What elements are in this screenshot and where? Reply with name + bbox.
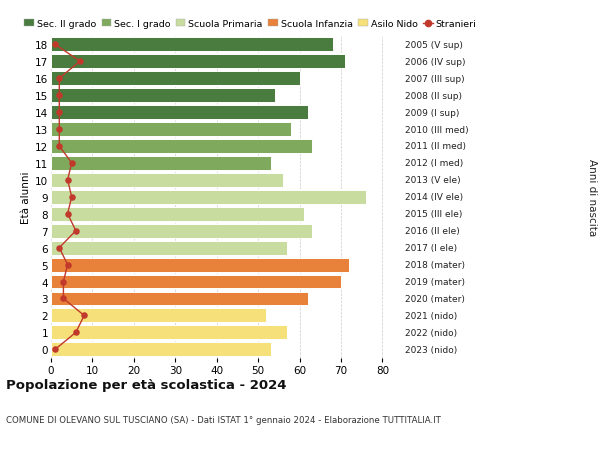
Bar (51, 123, 291, 137)
Point (50, 346, 60, 353)
Text: 2009 (I sup): 2009 (I sup) (405, 108, 460, 118)
Bar (51, 207, 304, 221)
Point (55, 92, 64, 100)
Text: 2011 (II med): 2011 (II med) (405, 142, 466, 151)
Bar (51, 89, 275, 103)
Point (71, 228, 80, 235)
Bar (51, 342, 271, 357)
Text: 2018 (mater): 2018 (mater) (405, 261, 465, 269)
Point (55, 109, 64, 117)
Point (67, 194, 77, 201)
Text: 2022 (nido): 2022 (nido) (405, 328, 457, 337)
Point (55, 143, 64, 150)
Bar (51, 292, 308, 306)
Point (55, 126, 64, 134)
Text: 2013 (V ele): 2013 (V ele) (405, 176, 461, 185)
Text: Anni di nascita: Anni di nascita (587, 159, 597, 236)
Bar (51, 157, 271, 170)
Point (79, 312, 89, 319)
Text: COMUNE DI OLEVANO SUL TUSCIANO (SA) - Dati ISTAT 1° gennaio 2024 - Elaborazione : COMUNE DI OLEVANO SUL TUSCIANO (SA) - Da… (6, 415, 441, 425)
Point (50, 41, 60, 49)
Bar (51, 140, 312, 154)
Text: 2015 (III ele): 2015 (III ele) (405, 210, 463, 219)
Text: 2010 (III med): 2010 (III med) (405, 125, 469, 134)
Y-axis label: Età alunni: Età alunni (21, 171, 31, 224)
Text: 2017 (I ele): 2017 (I ele) (405, 244, 457, 252)
Text: 2023 (nido): 2023 (nido) (405, 345, 457, 354)
Text: 2014 (IV ele): 2014 (IV ele) (405, 193, 463, 202)
Bar (51, 241, 287, 255)
Point (63, 177, 73, 184)
Text: 2020 (mater): 2020 (mater) (405, 294, 465, 303)
Point (59, 278, 68, 285)
Bar (51, 258, 349, 272)
Bar (51, 190, 366, 204)
Point (71, 329, 80, 336)
Text: 2007 (III sup): 2007 (III sup) (405, 74, 464, 84)
Bar (51, 106, 308, 120)
Point (59, 295, 68, 302)
Bar (51, 275, 341, 289)
Text: 2005 (V sup): 2005 (V sup) (405, 41, 463, 50)
Point (63, 261, 73, 269)
Bar (51, 38, 333, 52)
Point (63, 211, 73, 218)
Point (67, 160, 77, 167)
Text: 2019 (mater): 2019 (mater) (405, 277, 465, 286)
Bar (51, 224, 312, 238)
Bar (51, 309, 266, 323)
Text: 2012 (I med): 2012 (I med) (405, 159, 463, 168)
Text: Popolazione per età scolastica - 2024: Popolazione per età scolastica - 2024 (6, 379, 287, 392)
Bar (51, 326, 287, 340)
Point (55, 245, 64, 252)
Text: 2008 (II sup): 2008 (II sup) (405, 91, 462, 101)
Text: 2016 (II ele): 2016 (II ele) (405, 227, 460, 235)
Bar (51, 72, 299, 86)
Legend: Sec. II grado, Sec. I grado, Scuola Primaria, Scuola Infanzia, Asilo Nido, Stran: Sec. II grado, Sec. I grado, Scuola Prim… (25, 20, 476, 29)
Text: 2021 (nido): 2021 (nido) (405, 311, 457, 320)
Point (55, 75, 64, 83)
Point (75, 58, 85, 66)
Text: 2006 (IV sup): 2006 (IV sup) (405, 57, 466, 67)
Bar (51, 174, 283, 187)
Bar (51, 55, 345, 69)
